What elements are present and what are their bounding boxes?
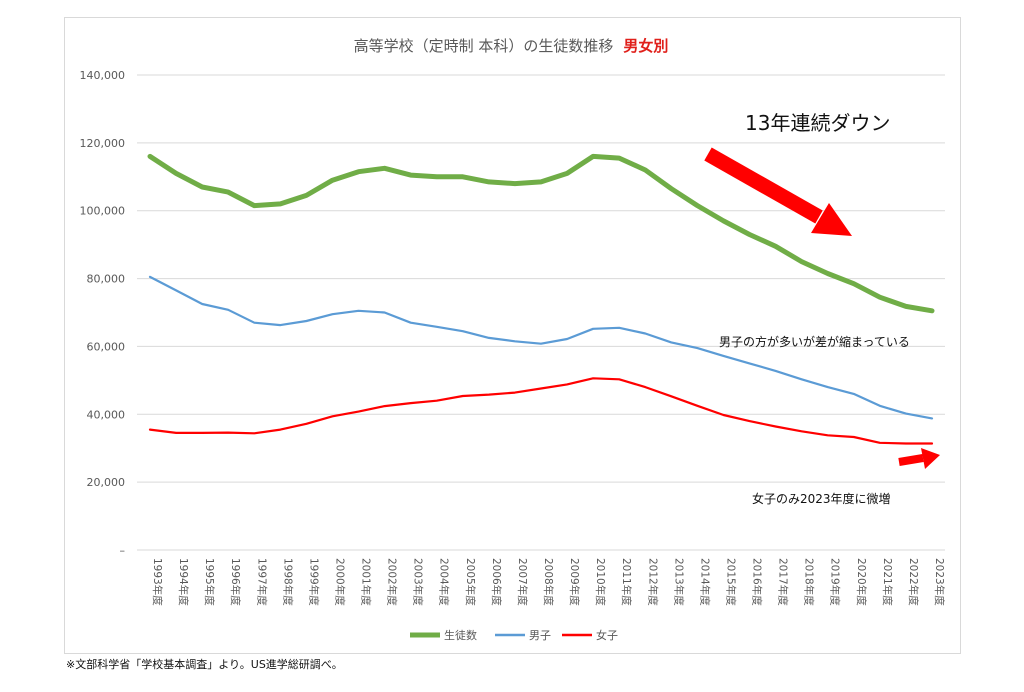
x-tick-label: 2002年度 — [386, 558, 399, 606]
x-tick-label: 2017年度 — [777, 558, 790, 606]
legend-label-male: 男子 — [529, 629, 551, 642]
x-tick-label: 1999年度 — [307, 558, 320, 606]
annotation-female-increase: 女子のみ2023年度に微増 — [752, 491, 891, 506]
x-tick-label: 2020年度 — [855, 558, 868, 606]
x-tick-label: 2022年度 — [907, 558, 920, 606]
annotation-gap: 男子の方が多いが差が縮まっている — [719, 334, 910, 349]
x-tick-label: 1993年度 — [151, 558, 164, 606]
chart-title: 高等学校（定時制 本科）の生徒数推移 男女別 — [354, 37, 669, 55]
x-tick-label: 2009年度 — [568, 558, 581, 606]
x-tick-label: 2021年度 — [881, 558, 894, 606]
x-tick-label: 2000年度 — [333, 558, 346, 606]
source-note: ※文部科学省「学校基本調査」より。US進学総研調べ。 — [66, 658, 343, 671]
x-axis-ticks: 1993年度 1994年度 1995年度 1996年度 1997年度 1998年度 1999… — [151, 558, 946, 606]
y-tick-label: – — [120, 544, 126, 557]
female-increase-arrow — [898, 448, 940, 469]
chart-frame: 高等学校（定時制 本科）の生徒数推移 男女別 – 20,000 40,000 60,00… — [64, 17, 961, 654]
chart-title-accent: 男女別 — [623, 37, 668, 55]
y-axis-ticks: – 20,000 40,000 60,000 80,000 100,000 120,000 1… — [80, 69, 126, 557]
x-tick-label: 2007年度 — [516, 558, 529, 606]
x-tick-label: 2011年度 — [620, 558, 633, 606]
decline-arrow — [704, 147, 852, 236]
y-tick-label: 120,000 — [80, 137, 126, 150]
legend-label-total: 生徒数 — [444, 628, 477, 642]
x-tick-label: 1998年度 — [281, 558, 294, 606]
x-tick-label: 2023年度 — [933, 558, 946, 606]
y-tick-label: 60,000 — [87, 340, 126, 353]
x-tick-label: 2014年度 — [698, 558, 711, 606]
series-line-total — [147, 153, 935, 314]
series-line-female — [148, 377, 934, 445]
y-tick-label: 20,000 — [87, 476, 126, 489]
x-tick-label: 1995年度 — [203, 558, 216, 606]
x-tick-label: 2013年度 — [672, 558, 685, 606]
y-tick-label: 140,000 — [80, 69, 126, 82]
series-line-male — [148, 275, 934, 420]
x-tick-label: 2016年度 — [751, 558, 764, 606]
x-tick-label: 2006年度 — [490, 558, 503, 606]
chart-title-main: 高等学校（定時制 本科）の生徒数推移 — [354, 37, 614, 55]
x-tick-label: 2012年度 — [646, 558, 659, 606]
x-tick-label: 2003年度 — [412, 558, 425, 606]
line-chart: 高等学校（定時制 本科）の生徒数推移 男女別 – 20,000 40,000 60,00… — [80, 37, 946, 642]
legend-label-female: 女子 — [596, 628, 618, 642]
legend: 生徒数 男子 女子 — [410, 628, 618, 642]
x-tick-label: 2001年度 — [360, 558, 373, 606]
x-tick-label: 2015年度 — [724, 558, 737, 606]
x-tick-label: 2018年度 — [803, 558, 816, 606]
series-lines — [147, 153, 935, 445]
y-tick-label: 100,000 — [80, 205, 126, 218]
y-tick-label: 80,000 — [87, 273, 126, 286]
annotation-decline: 13年連続ダウン — [745, 111, 890, 135]
x-tick-label: 2005年度 — [464, 558, 477, 606]
x-tick-label: 1997年度 — [255, 558, 268, 606]
x-tick-label: 1996年度 — [229, 558, 242, 606]
x-tick-label: 2008年度 — [542, 558, 555, 606]
grid-lines — [137, 74, 945, 551]
x-tick-label: 1994年度 — [177, 558, 190, 606]
x-tick-label: 2019年度 — [829, 558, 842, 606]
x-tick-label: 2010年度 — [594, 558, 607, 606]
x-tick-label: 2004年度 — [438, 558, 451, 606]
y-tick-label: 40,000 — [87, 408, 126, 421]
